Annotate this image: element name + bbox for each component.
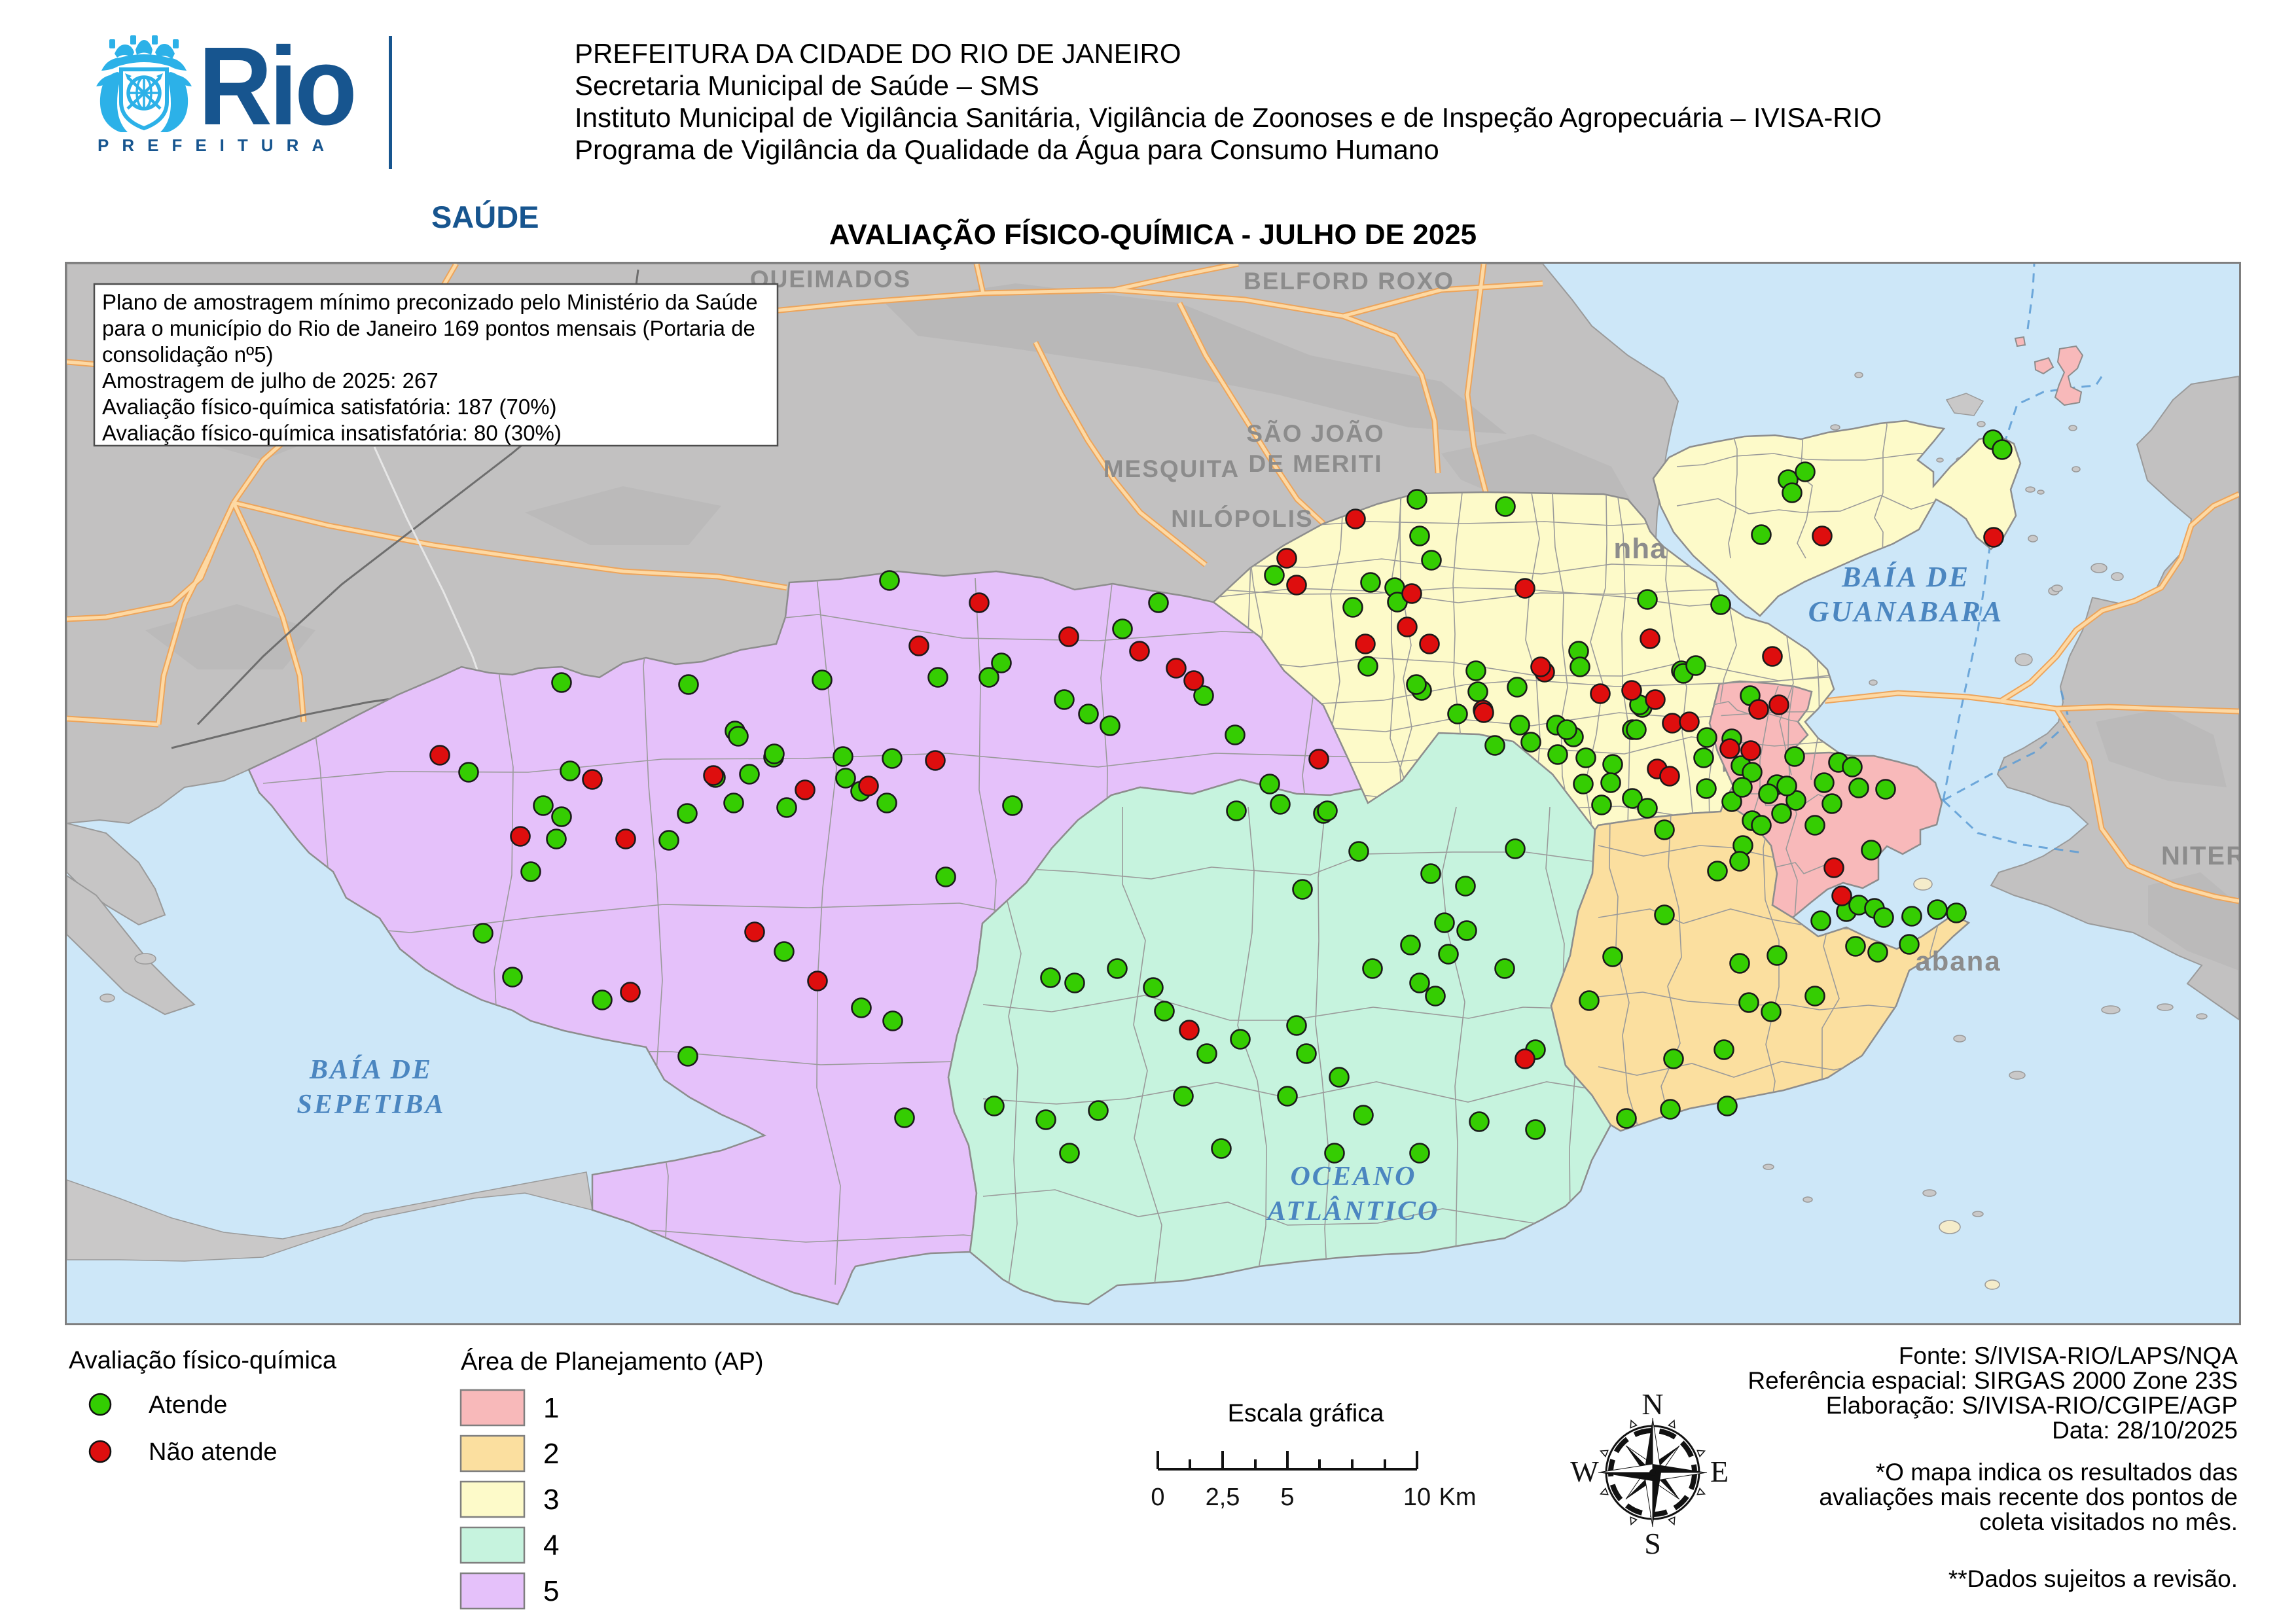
svg-text:abana: abana bbox=[1915, 946, 2001, 976]
svg-text:S: S bbox=[1644, 1527, 1661, 1560]
svg-text:Elaboração: S/IVISA-RIO/CGIPE/: Elaboração: S/IVISA-RIO/CGIPE/AGP bbox=[1826, 1392, 2238, 1419]
svg-text:GUANABARA: GUANABARA bbox=[1808, 596, 2003, 628]
svg-text:Plano de amostragem mínimo pre: Plano de amostragem mínimo preconizado p… bbox=[102, 290, 758, 314]
svg-text:10: 10 bbox=[1403, 1484, 1431, 1511]
svg-text:0: 0 bbox=[1151, 1484, 1164, 1511]
svg-text:5: 5 bbox=[1280, 1484, 1294, 1511]
svg-text:*O mapa indica os resultados d: *O mapa indica os resultados das bbox=[1876, 1459, 2238, 1486]
svg-text:Avaliação físico-química: Avaliação físico-química bbox=[69, 1347, 337, 1374]
svg-text:DE MERITI: DE MERITI bbox=[1248, 450, 1382, 477]
svg-text:para o município do Rio de Jan: para o município do Rio de Janeiro 169 p… bbox=[102, 316, 755, 340]
svg-text:coleta visitados no mês.: coleta visitados no mês. bbox=[1979, 1508, 2238, 1535]
svg-text:SÃO JOÃO: SÃO JOÃO bbox=[1246, 419, 1384, 447]
svg-text:5: 5 bbox=[543, 1575, 559, 1607]
svg-text:Km: Km bbox=[1439, 1484, 1477, 1511]
svg-text:nha: nha bbox=[1613, 533, 1666, 565]
svg-text:Área de Planejamento (AP): Área de Planejamento (AP) bbox=[461, 1347, 764, 1376]
svg-text:Data: 28/10/2025: Data: 28/10/2025 bbox=[2052, 1417, 2238, 1444]
svg-text:SEPETIBA: SEPETIBA bbox=[296, 1090, 445, 1120]
svg-text:BAÍA DE: BAÍA DE bbox=[1841, 561, 1970, 593]
svg-text:E: E bbox=[1710, 1455, 1729, 1488]
svg-text:4: 4 bbox=[543, 1529, 559, 1561]
svg-text:BAÍA DE: BAÍA DE bbox=[309, 1054, 433, 1085]
svg-text:ATLÂNTICO: ATLÂNTICO bbox=[1266, 1196, 1440, 1226]
svg-text:**Dados sujeitos a revisão.: **Dados sujeitos a revisão. bbox=[1948, 1565, 2238, 1592]
svg-text:3: 3 bbox=[543, 1484, 559, 1516]
svg-text:Não atende: Não atende bbox=[149, 1438, 278, 1466]
svg-text:Avaliação físico-química satis: Avaliação físico-química satisfatória: 1… bbox=[102, 395, 557, 419]
svg-text:Fonte: S/IVISA-RIO/LAPS/NQA: Fonte: S/IVISA-RIO/LAPS/NQA bbox=[1899, 1342, 2238, 1369]
svg-text:W: W bbox=[1570, 1455, 1599, 1488]
svg-text:OCEANO: OCEANO bbox=[1290, 1162, 1416, 1192]
svg-text:NITERÓI: NITERÓI bbox=[2161, 840, 2239, 870]
svg-text:MESQUITA: MESQUITA bbox=[1103, 455, 1240, 482]
svg-text:Amostragem de julho de 2025: 2: Amostragem de julho de 2025: 267 bbox=[102, 368, 439, 393]
svg-text:Referência espacial: SIRGAS 20: Referência espacial: SIRGAS 2000 Zone 23… bbox=[1748, 1367, 2238, 1394]
svg-text:NILÓPOLIS: NILÓPOLIS bbox=[1171, 505, 1313, 532]
svg-text:Atende: Atende bbox=[149, 1391, 227, 1419]
svg-text:BELFORD ROXO: BELFORD ROXO bbox=[1244, 268, 1454, 294]
svg-text:Avaliação físico-química insat: Avaliação físico-química insatisfatória:… bbox=[102, 421, 562, 445]
svg-text:1: 1 bbox=[543, 1392, 559, 1424]
svg-text:avaliações mais recente dos po: avaliações mais recente dos pontos de bbox=[1819, 1484, 2238, 1510]
svg-text:consolidação nº5): consolidação nº5) bbox=[102, 342, 274, 366]
svg-text:2: 2 bbox=[543, 1438, 559, 1470]
svg-text:Escala gráfica: Escala gráfica bbox=[1228, 1400, 1385, 1427]
svg-text:N: N bbox=[1641, 1387, 1663, 1421]
svg-text:2,5: 2,5 bbox=[1206, 1484, 1240, 1511]
